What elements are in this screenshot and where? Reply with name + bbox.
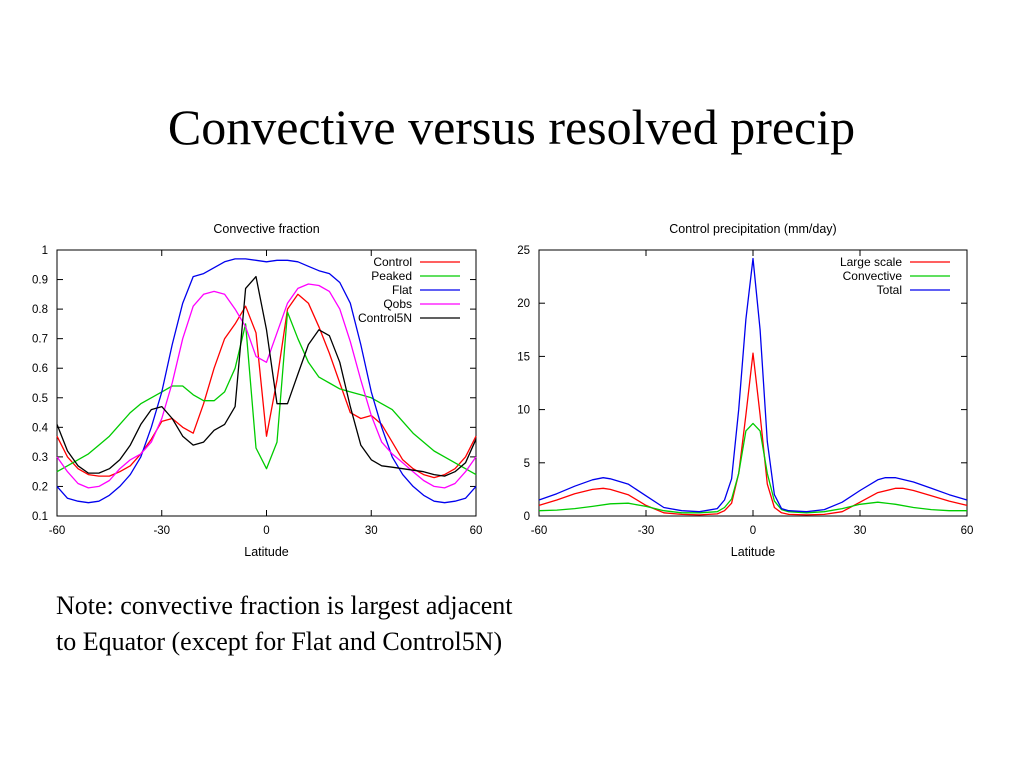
y-tick-label: 15 [517,351,530,363]
y-tick-label: 0.3 [32,452,48,464]
x-tick-label: -30 [153,525,170,537]
x-tick-label: 60 [470,525,483,537]
convective-fraction-chart: Convective fraction 0.1 0.2 0.3 0.4 0.5 0.6 0.7… [32,222,483,559]
series-line-flat [56,258,477,504]
series-line-large-scale [538,352,968,516]
legend-label: Flat [392,283,413,297]
legend-label: Control5N [358,311,412,325]
x-tick-label: -60 [49,525,66,537]
y-tick-label: 0.9 [32,275,48,287]
series-line-convective [538,422,967,514]
slide-title: Convective versus resolved precip [167,99,856,155]
x-tick-label: 0 [263,525,269,537]
y-tick-label: 10 [517,405,530,417]
y-tick-label: 0.7 [32,334,48,346]
control-precipitation-chart: Control precipitation (mm/day) 0 5 10 15 20 25… [517,222,974,559]
y-tick-label: 20 [517,298,530,310]
series-line-qobs [56,283,477,489]
legend-label: Convective [843,269,903,283]
x-axis-label: Latitude [244,545,289,559]
x-tick-label: -60 [531,525,548,537]
x-tick-label: 30 [365,525,378,537]
legend-label: Total [877,283,902,297]
note-text: Note: convective fraction is largest adj… [56,591,513,656]
legend-label: Qobs [383,297,412,311]
y-tick-label: 5 [524,458,530,470]
series-line-control [56,293,477,479]
y-tick-label: 25 [517,245,530,257]
y-tick-label: 0.4 [32,422,49,434]
legend-label: Peaked [371,269,412,283]
chart-title: Control precipitation (mm/day) [669,222,836,236]
chart-title: Convective fraction [213,222,319,236]
y-tick-label: 0.8 [32,304,48,316]
series-line-total [538,257,968,513]
y-tick-label: 0.5 [32,393,48,405]
x-tick-label: 0 [750,525,756,537]
plot-frame [538,249,968,517]
x-axis-label: Latitude [731,545,776,559]
y-tick-label: 0.6 [32,363,48,375]
x-tick-label: 30 [854,525,867,537]
plot-frame [56,249,477,517]
y-tick-label: 0 [524,511,530,523]
series-line-peaked [56,311,477,476]
y-tick-label: 0.1 [32,511,48,523]
series-line-control5n [56,275,477,477]
legend-label: Large scale [840,255,902,269]
x-tick-label: 60 [961,525,974,537]
legend-label: Control [373,255,412,269]
x-tick-label: -30 [638,525,655,537]
y-tick-label: 1 [42,245,48,257]
y-tick-label: 0.2 [32,481,48,493]
